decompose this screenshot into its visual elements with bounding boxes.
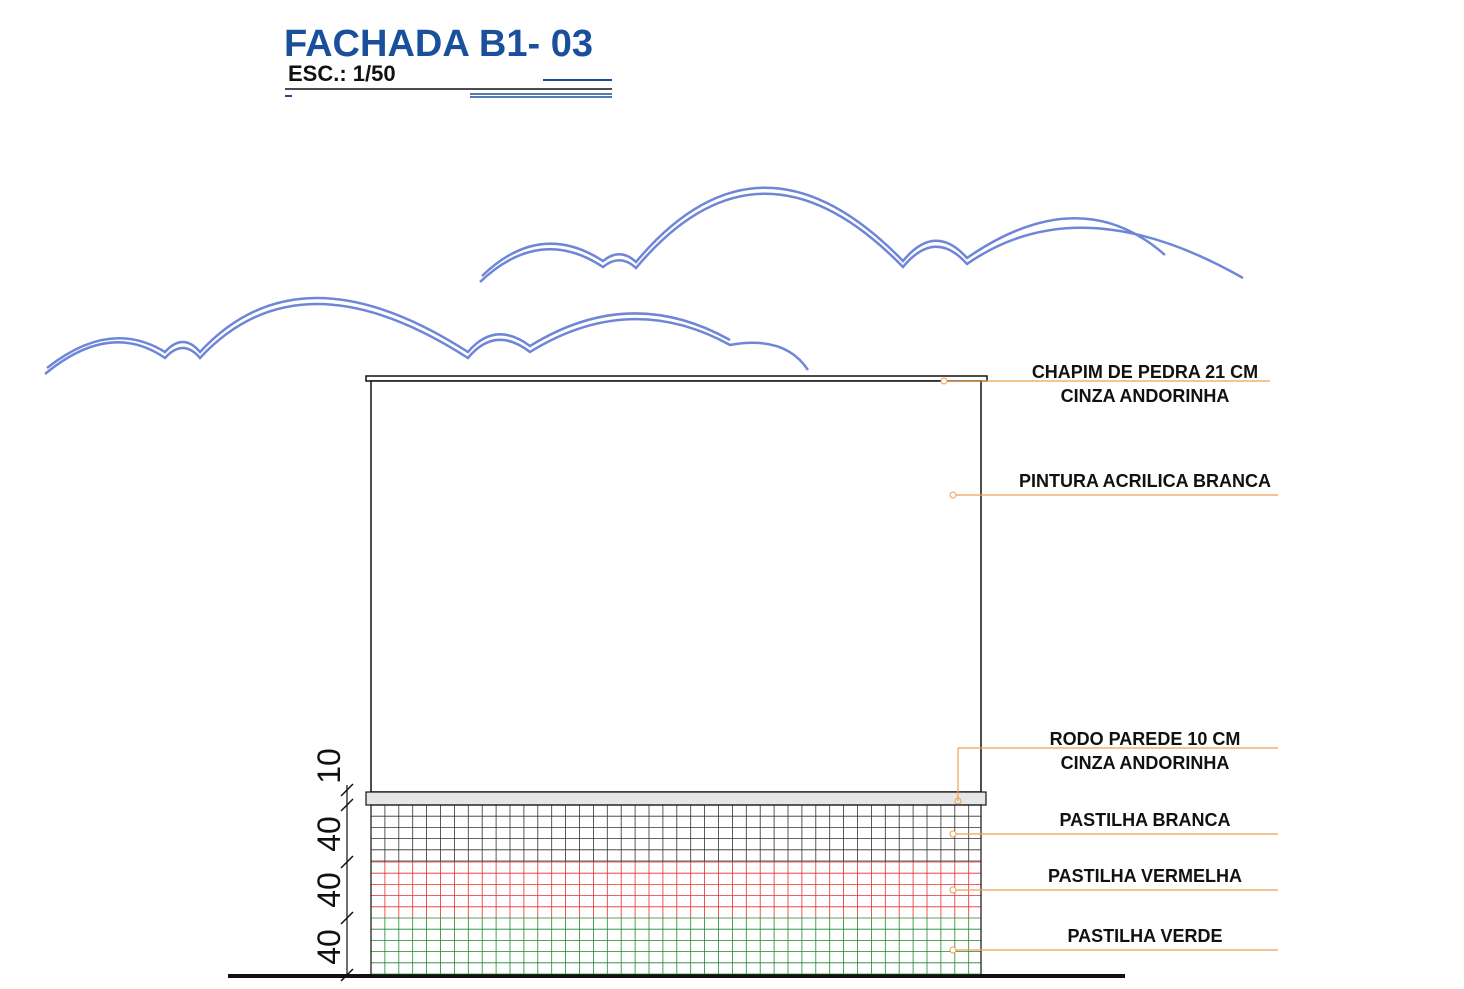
leader-dot: [954, 797, 962, 805]
tile-border: [370, 804, 982, 976]
leader-dot: [940, 377, 948, 385]
facade: [365, 375, 988, 806]
leader-dot: [949, 830, 957, 838]
callout-label: CHAPIM DE PEDRA 21 CM: [1032, 362, 1258, 382]
callout-label: PASTILHA BRANCA: [1060, 810, 1231, 830]
leader-dot: [949, 491, 957, 499]
dimension-tick: [340, 798, 354, 812]
dimension-tick: [340, 855, 354, 869]
dimension-tick: [340, 968, 354, 982]
callout-label: RODO PAREDE 10 CM: [1050, 729, 1241, 749]
scale: ESC.: 1/50: [288, 61, 396, 86]
leader-dot: [949, 886, 957, 894]
callout-label: PASTILHA VERDE: [1067, 926, 1222, 946]
callout-label: CINZA ANDORINHA: [1061, 386, 1230, 406]
clouds: [44, 186, 1244, 375]
dimension-label: 10: [311, 748, 347, 784]
title: FACHADA B1- 03: [284, 23, 593, 65]
dimension-tick: [340, 911, 354, 925]
callout-label: PASTILHA VERMELHA: [1048, 866, 1242, 886]
dimension-label: 40: [311, 929, 347, 965]
title-underlines: [285, 79, 612, 98]
callout-label: CINZA ANDORINHA: [1061, 753, 1230, 773]
leader-dot: [949, 946, 957, 954]
callout-label: PINTURA ACRILICA BRANCA: [1019, 471, 1271, 491]
dimension-tick: [340, 783, 354, 797]
dimension-label: 40: [311, 816, 347, 852]
dimension-label: 40: [311, 872, 347, 908]
